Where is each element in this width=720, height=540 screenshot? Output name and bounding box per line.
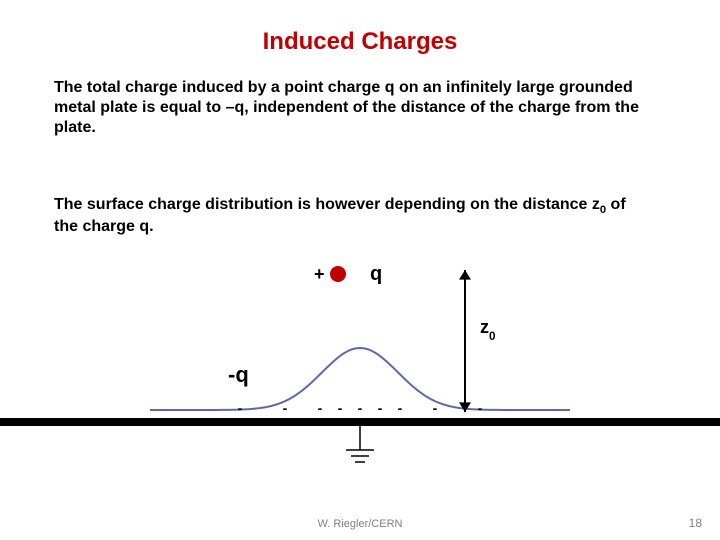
- z0-arrowhead-top-icon: [459, 270, 471, 280]
- paragraph-2: The surface charge distribution is howev…: [54, 195, 654, 237]
- plus-label: +: [314, 264, 325, 284]
- slide-number: 18: [689, 516, 702, 530]
- minus-mark: -: [283, 400, 288, 416]
- footer-author: W. Riegler/CERN: [0, 518, 720, 530]
- paragraph-2-prefix: The surface charge distribution is howev…: [54, 196, 600, 213]
- minus-mark: -: [478, 400, 483, 416]
- point-charge-icon: [330, 266, 346, 282]
- grounded-plate: [0, 418, 720, 426]
- z0-label: z0: [480, 317, 496, 343]
- minus-mark: -: [338, 400, 343, 416]
- minus-mark: -: [433, 400, 438, 416]
- q-label: q: [370, 263, 382, 285]
- induced-charge-diagram: ---------+qz0-q: [0, 258, 720, 468]
- paragraph-1: The total charge induced by a point char…: [54, 78, 654, 138]
- minus-mark: -: [318, 400, 323, 416]
- minus-mark: -: [358, 400, 363, 416]
- minus-mark: -: [238, 400, 243, 416]
- minus-q-label: -q: [228, 362, 249, 387]
- minus-mark: -: [398, 400, 403, 416]
- minus-mark: -: [378, 400, 383, 416]
- slide-title: Induced Charges: [0, 28, 720, 56]
